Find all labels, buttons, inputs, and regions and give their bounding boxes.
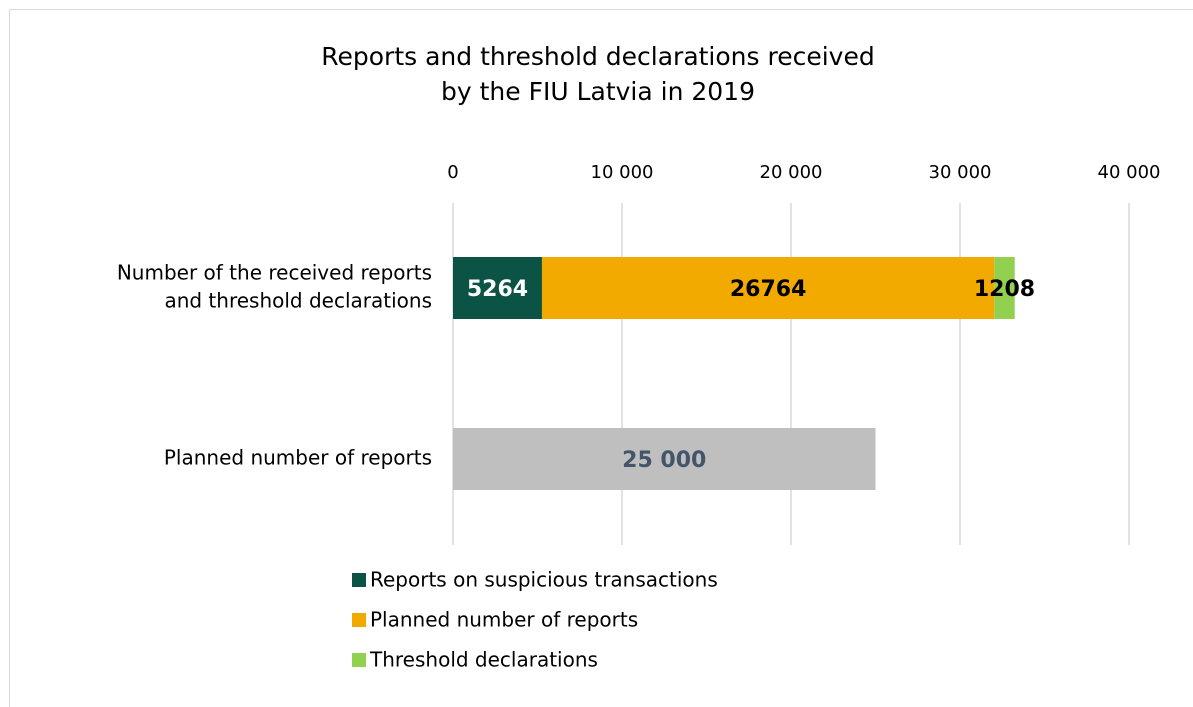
data-label: 26764 (730, 277, 807, 302)
bar-segment (453, 428, 876, 490)
y-tick-label: and threshold declarations (164, 289, 432, 313)
data-label: 5264 (467, 277, 528, 302)
data-label: 25 000 (622, 448, 706, 473)
x-tick-label: 0 (447, 162, 458, 183)
bar-segment (453, 257, 542, 319)
legend-label: Planned number of reports (370, 608, 638, 632)
x-tick-label: 20 000 (760, 162, 823, 183)
legend-label: Reports on suspicious transactions (370, 568, 718, 592)
x-tick-label: 40 000 (1098, 162, 1161, 183)
chart-border (9, 9, 1193, 707)
bar-segment (541, 257, 995, 319)
x-tick-label: 30 000 (929, 162, 992, 183)
legend-swatch (352, 573, 366, 587)
legend-swatch (352, 613, 366, 627)
y-tick-label: Planned number of reports (164, 446, 432, 470)
legend-label: Threshold declarations (369, 648, 598, 672)
chart-title: Reports and threshold declarations recei… (321, 42, 874, 71)
legend-swatch (352, 653, 366, 667)
data-label: 1208 (974, 277, 1035, 302)
y-tick-label: Number of the received reports (117, 261, 432, 285)
x-tick-label: 10 000 (591, 162, 654, 183)
bar-segment (994, 257, 1015, 319)
chart-title: by the FIU Latvia in 2019 (441, 77, 755, 106)
